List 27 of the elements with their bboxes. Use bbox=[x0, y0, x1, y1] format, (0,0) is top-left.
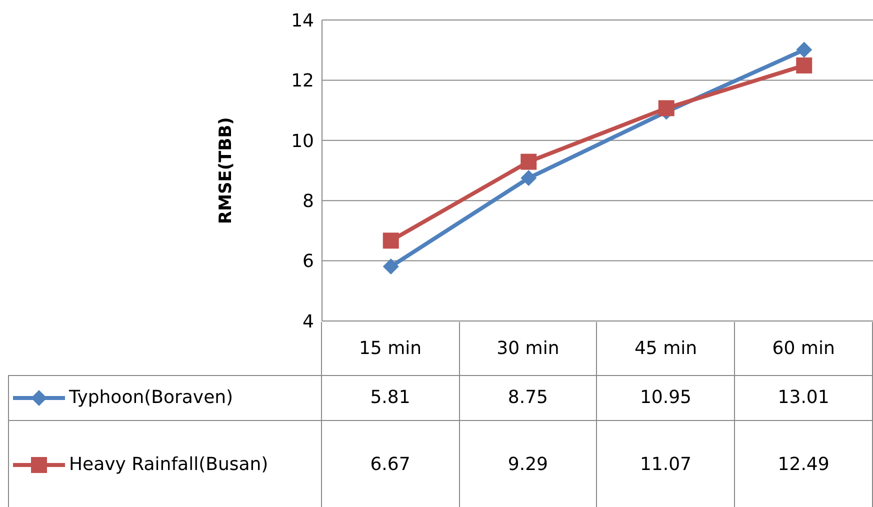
point bbox=[382, 232, 399, 249]
y-axis-title: RMSE(TBB) bbox=[216, 117, 236, 224]
data-label: 6.67 bbox=[321, 420, 460, 507]
data-label: 5.81 bbox=[321, 375, 460, 420]
data-label: 13.01 bbox=[734, 375, 872, 420]
x-tick-label: 60 min bbox=[734, 322, 872, 375]
data-label: 11.07 bbox=[596, 420, 735, 507]
x-tick-label: 45 min bbox=[596, 322, 735, 375]
y-tick-label: 10 bbox=[291, 130, 314, 152]
y-tick-label: 14 bbox=[291, 10, 314, 32]
legend-label: Heavy Rainfall(Busan) bbox=[69, 454, 268, 474]
y-tick-label: 4 bbox=[302, 311, 314, 332]
x-tick-label: 15 min bbox=[321, 322, 460, 375]
data-label: 10.95 bbox=[596, 375, 735, 420]
data-label: 8.75 bbox=[459, 375, 597, 420]
point bbox=[796, 57, 812, 74]
data-label: 9.29 bbox=[459, 420, 597, 507]
y-tick-label: 6 bbox=[302, 251, 314, 272]
y-tick-label: 12 bbox=[291, 70, 314, 92]
point bbox=[796, 42, 812, 58]
point bbox=[520, 154, 537, 170]
data-label: 12.49 bbox=[734, 420, 872, 507]
x-tick-label: 30 min bbox=[459, 322, 597, 375]
y-tick-label: 8 bbox=[302, 190, 314, 212]
point bbox=[520, 170, 537, 186]
legend-label: Typhoon(Boraven) bbox=[69, 386, 234, 408]
point bbox=[382, 258, 399, 275]
